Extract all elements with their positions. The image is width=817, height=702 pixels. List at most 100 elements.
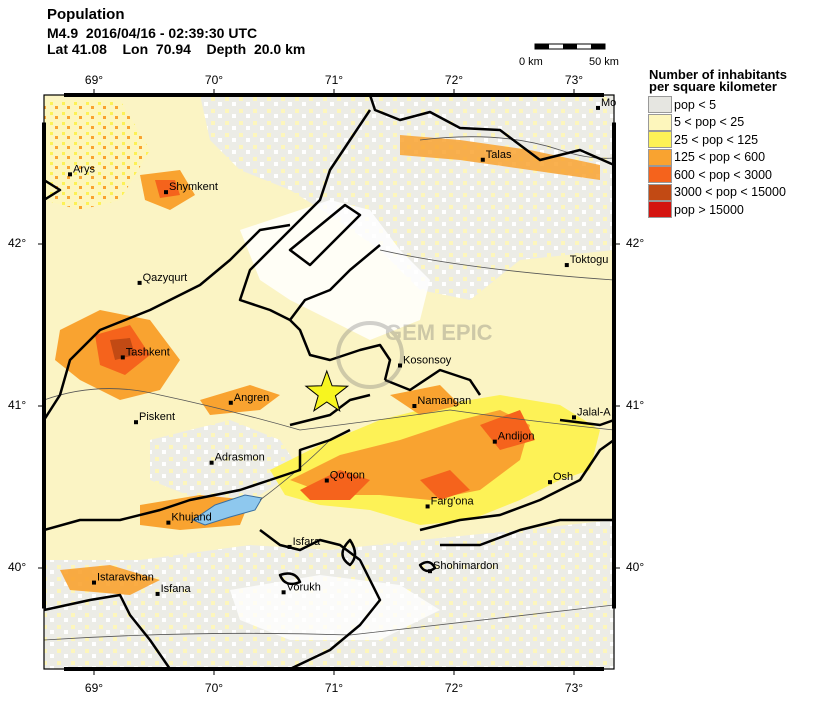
city-label: Shymkent bbox=[169, 181, 218, 193]
city-marker: Toktogu bbox=[564, 254, 609, 268]
right-tick-label: 40° bbox=[626, 560, 645, 574]
city-marker: Qazyqurt bbox=[137, 272, 187, 285]
sparse-zone-north bbox=[200, 95, 614, 300]
reservoir bbox=[191, 494, 263, 526]
city-dot bbox=[596, 105, 600, 110]
city-label: Isfara bbox=[293, 536, 321, 548]
city-label: Vorukh bbox=[287, 581, 321, 593]
bottom-tick-label: 71° bbox=[324, 681, 344, 695]
city-marker: Kosonsoy bbox=[398, 355, 452, 368]
city-dot bbox=[134, 420, 138, 425]
city-label: Qo'qon bbox=[330, 470, 365, 482]
city-marker: Osh bbox=[548, 471, 573, 485]
city-dot bbox=[492, 439, 497, 444]
legend-label: 25 < pop < 125 bbox=[674, 132, 759, 147]
city-dot bbox=[137, 280, 142, 285]
yellow-zone-northwest bbox=[44, 100, 150, 210]
legend-item: pop < 5 bbox=[648, 96, 716, 113]
tashkent-core bbox=[110, 338, 135, 360]
city-marker: Isfana bbox=[155, 583, 192, 596]
right-tick-label: 42° bbox=[626, 236, 645, 250]
city-dot bbox=[572, 415, 576, 420]
city-dot bbox=[155, 591, 160, 596]
city-dot bbox=[548, 480, 552, 485]
river-north bbox=[379, 249, 614, 281]
bottom-tick-label: 72° bbox=[444, 681, 464, 695]
namangan-dense bbox=[390, 385, 460, 415]
istaravshan-region bbox=[60, 565, 160, 595]
city-marker: Namangan bbox=[412, 395, 471, 408]
scale-right-label: 50 km bbox=[589, 56, 619, 68]
city-dot bbox=[425, 504, 430, 509]
city-label: Arys bbox=[73, 163, 96, 175]
legend-item: 5 < pop < 25 bbox=[648, 113, 744, 131]
legend-item: 3000 < pop < 15000 bbox=[648, 183, 786, 201]
fergana-city-dense bbox=[420, 470, 470, 500]
angren-region bbox=[200, 385, 280, 415]
legend-label: 125 < pop < 600 bbox=[674, 150, 766, 164]
city-label: Jalal-A bbox=[577, 406, 611, 418]
legend-swatch bbox=[648, 96, 672, 113]
map-title: Population bbox=[47, 6, 125, 23]
city-label: Mo bbox=[601, 97, 616, 109]
bottom-tick-label: 73° bbox=[564, 681, 584, 695]
city-dot bbox=[287, 544, 292, 549]
legend-label: pop > 15000 bbox=[674, 202, 744, 217]
city-dot bbox=[68, 172, 72, 177]
city-marker: Shymkent bbox=[164, 181, 218, 195]
city-label: Toktogu bbox=[570, 254, 609, 266]
city-dot bbox=[324, 478, 329, 483]
city-label: Andijon bbox=[498, 431, 535, 443]
city-label: Adrasmon bbox=[215, 452, 265, 464]
city-dot bbox=[209, 460, 214, 465]
city-dot bbox=[428, 569, 432, 574]
legend-title-line2: per square kilometer bbox=[649, 79, 777, 94]
city-marker: Talas bbox=[480, 149, 512, 162]
city-label: Osh bbox=[553, 471, 573, 483]
city-dot bbox=[281, 590, 286, 595]
star-icon bbox=[304, 369, 350, 412]
city-marker: Adrasmon bbox=[209, 452, 265, 465]
city-dot bbox=[398, 363, 402, 368]
city-dot bbox=[228, 400, 233, 405]
city-marker: Qo'qon bbox=[324, 470, 365, 483]
city-marker: Angren bbox=[228, 392, 269, 405]
city-label: Kosonsoy bbox=[403, 355, 452, 367]
city-label: Shohimardon bbox=[433, 560, 498, 572]
national-borders bbox=[44, 95, 614, 669]
city-marker: Piskent bbox=[134, 411, 175, 425]
talas-valley bbox=[400, 135, 600, 180]
shymkent-core bbox=[155, 180, 180, 198]
legend-item: 600 < pop < 3000 bbox=[648, 166, 772, 183]
city-dot bbox=[480, 157, 485, 162]
city-marker: Khujand bbox=[166, 512, 212, 525]
top-tick-label: 69° bbox=[84, 73, 104, 87]
city-marker: Istaravshan bbox=[92, 572, 154, 585]
legend-label: 3000 < pop < 15000 bbox=[674, 185, 786, 199]
bottom-tick-label: 70° bbox=[204, 681, 224, 695]
legend-item: 125 < pop < 600 bbox=[648, 148, 766, 166]
legend-label: pop < 5 bbox=[674, 97, 717, 112]
left-tick-label: 41° bbox=[8, 398, 27, 412]
event-location: Lat 41.08 Lon 70.94 Depth 20.0 km bbox=[47, 41, 306, 57]
legend-swatch bbox=[648, 201, 672, 218]
city-marker: Andijon bbox=[492, 431, 535, 444]
city-marker: Jalal-A bbox=[572, 406, 611, 420]
city-dot bbox=[564, 263, 569, 268]
city-label: Khujand bbox=[171, 512, 211, 524]
city-label: Isfana bbox=[161, 583, 192, 595]
top-tick-label: 72° bbox=[444, 73, 464, 87]
event-info: M4.9 2016/04/16 - 02:39:30 UTC bbox=[47, 25, 258, 41]
city-marker: Tashkent bbox=[120, 346, 170, 360]
left-tick-label: 42° bbox=[8, 236, 27, 250]
city-marker: Arys bbox=[68, 163, 96, 177]
city-dot bbox=[92, 580, 96, 585]
empty-zone-mountains bbox=[240, 200, 430, 340]
sparse-zone-west bbox=[150, 420, 300, 500]
city-layer: Arys Shymkent Qazyqurt Tashkent Piskent Angre… bbox=[68, 97, 616, 596]
bottom-tick-label: 69° bbox=[84, 681, 104, 695]
syr-darya-river bbox=[44, 388, 614, 431]
legend-swatch bbox=[648, 113, 672, 131]
top-tick-label: 71° bbox=[324, 73, 344, 87]
